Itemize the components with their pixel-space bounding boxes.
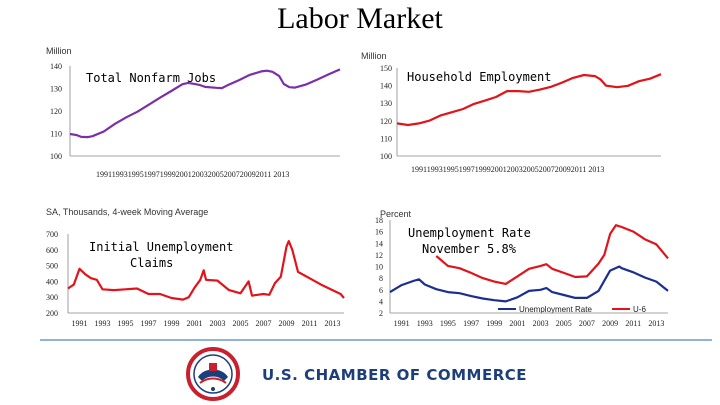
x-tick-label: 1995 bbox=[118, 319, 134, 328]
unit-label: Million bbox=[361, 51, 387, 61]
series-line bbox=[396, 73, 662, 127]
y-tick-label: 100 bbox=[380, 152, 392, 161]
y-tick-label: 2 bbox=[379, 309, 383, 318]
y-tick-label: 130 bbox=[380, 99, 392, 108]
unit-label: Million bbox=[46, 46, 72, 56]
x-tick-label: 2011 bbox=[302, 319, 318, 328]
y-tick-label: 140 bbox=[380, 82, 392, 91]
x-tick-label: 2007 bbox=[256, 319, 272, 328]
series-line bbox=[389, 265, 669, 303]
x-tick-label: 2011 bbox=[625, 319, 641, 328]
x-tick-labels: 1991199319951997199920012003200520072009… bbox=[411, 165, 604, 174]
unemployment-rate-chart: Percent Unemployment Rate November 5.8% … bbox=[375, 209, 669, 328]
x-tick-label: 1999 bbox=[486, 319, 502, 328]
y-tick-label: 150 bbox=[380, 64, 392, 73]
y-tick-label: 6 bbox=[379, 286, 383, 295]
y-tick-label: 120 bbox=[50, 107, 62, 116]
x-tick-label: 1991 bbox=[394, 319, 410, 328]
legend-label: Unemployment Rate bbox=[519, 305, 592, 314]
y-tick-label: 300 bbox=[46, 293, 58, 302]
x-tick-label: 2013 bbox=[325, 319, 341, 328]
y-tick-label: 12 bbox=[375, 251, 383, 260]
x-tick-label: 2009 bbox=[279, 319, 295, 328]
nonfarm-jobs-chart: Million Total Nonfarm Jobs 100 110 120 130 1… bbox=[46, 46, 341, 179]
initial-claims-chart: SA, Thousands, 4-week Moving Average Ini… bbox=[46, 207, 345, 328]
y-tick-label: 140 bbox=[50, 62, 62, 71]
y-tick-label: 18 bbox=[375, 216, 383, 225]
y-tick-label: 10 bbox=[375, 263, 383, 272]
chart-annotation: Claims bbox=[130, 256, 173, 270]
x-tick-label: 2007 bbox=[579, 319, 595, 328]
x-tick-label: 2003 bbox=[533, 319, 549, 328]
y-tick-label: 14 bbox=[375, 239, 383, 248]
x-tick-labels: 1991199319951997199920012003200520072009… bbox=[96, 170, 289, 179]
unit-label: Percent bbox=[380, 209, 412, 219]
x-tick-label: 2005 bbox=[233, 319, 249, 328]
y-tick-label: 4 bbox=[379, 297, 383, 306]
x-tick-label: 1997 bbox=[463, 319, 479, 328]
x-tick-label: 1993 bbox=[417, 319, 433, 328]
unit-label: SA, Thousands, 4-week Moving Average bbox=[46, 207, 208, 217]
chamber-seal-logo bbox=[186, 347, 240, 401]
chart-annotation: Unemployment Rate bbox=[408, 226, 531, 240]
x-tick-label: 2003 bbox=[210, 319, 226, 328]
y-tick-label: 130 bbox=[50, 85, 62, 94]
x-tick-label: 2005 bbox=[556, 319, 572, 328]
y-tick-label: 100 bbox=[50, 152, 62, 161]
x-tick-label: 1991 bbox=[72, 319, 88, 328]
x-tick-label: 2001 bbox=[187, 319, 203, 328]
x-tick-label: 2001 bbox=[509, 319, 525, 328]
chart-annotation: Initial Unemployment bbox=[89, 240, 234, 254]
footer-divider bbox=[40, 339, 712, 341]
x-tick-label: 1997 bbox=[141, 319, 157, 328]
series-line bbox=[435, 224, 669, 286]
y-tick-label: 600 bbox=[46, 246, 58, 255]
chart-annotation: Total Nonfarm Jobs bbox=[86, 71, 216, 85]
x-tick-label: 1995 bbox=[440, 319, 456, 328]
x-tick-label: 2009 bbox=[602, 319, 618, 328]
y-tick-label: 16 bbox=[375, 228, 383, 237]
household-employment-chart: Million Household Employment 100 110 120 13… bbox=[361, 51, 662, 174]
slide-title: Labor Market bbox=[277, 2, 443, 35]
y-tick-label: 120 bbox=[380, 117, 392, 126]
x-tick-label: 2013 bbox=[648, 319, 664, 328]
y-tick-label: 8 bbox=[379, 274, 383, 283]
y-tick-label: 110 bbox=[50, 130, 62, 139]
x-tick-label: 1993 bbox=[95, 319, 111, 328]
organization-name: U.S. CHAMBER OF COMMERCE bbox=[262, 366, 528, 384]
series-line bbox=[69, 68, 341, 139]
y-tick-label: 400 bbox=[46, 277, 58, 286]
legend-label: U-6 bbox=[633, 305, 646, 314]
y-tick-label: 700 bbox=[46, 230, 58, 239]
y-tick-label: 200 bbox=[46, 309, 58, 318]
y-tick-label: 110 bbox=[380, 134, 392, 143]
series-line bbox=[67, 239, 345, 301]
chart-annotation: Household Employment bbox=[407, 70, 552, 84]
chart-annotation: November 5.8% bbox=[422, 242, 517, 256]
y-tick-label: 500 bbox=[46, 262, 58, 271]
x-tick-label: 1999 bbox=[164, 319, 180, 328]
